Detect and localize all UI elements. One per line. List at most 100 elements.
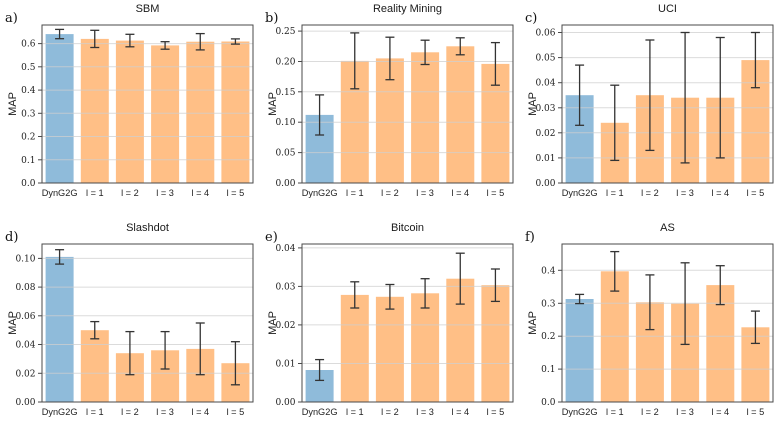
y-tick-label: 0.25: [275, 27, 295, 37]
chart-title: SBM: [135, 3, 160, 15]
x-tick-label: DynG2G: [562, 188, 598, 198]
y-tick-label: 0.04: [275, 244, 295, 254]
x-tick-label: DynG2G: [302, 188, 338, 198]
y-tick-label: 0.00: [535, 179, 555, 189]
x-tick-label: l = 3: [416, 188, 434, 198]
y-tick-label: 0.10: [275, 118, 295, 128]
bar-DynG2G: [45, 256, 74, 402]
x-tick-label: l = 4: [711, 188, 729, 198]
x-tick-label: l = 3: [416, 407, 434, 417]
y-tick-label: 0.01: [535, 154, 555, 164]
y-tick-label: 0.20: [275, 58, 295, 68]
x-tick-label: l = 1: [86, 188, 104, 198]
bar-l=4: [446, 46, 475, 183]
chart-uci: 0.00 0.01 0.02 0.03 0.04 0.05 0.06 DynG2G l = 1 l…: [535, 24, 774, 198]
y-tick-label: 0.4: [541, 266, 556, 276]
bar-l=3: [151, 45, 180, 184]
x-tick-label: l = 1: [606, 407, 624, 417]
x-tick-label: l = 2: [381, 188, 399, 198]
x-tick-label: l = 2: [121, 188, 139, 198]
x-tick-label: l = 1: [346, 407, 364, 417]
bar-l=1: [80, 330, 109, 402]
bar-l=3: [411, 52, 440, 183]
x-tick-label: l = 2: [641, 407, 659, 417]
bar-l=2: [115, 40, 144, 183]
panel-a-sbm: a) SBM MAP 0.0 0.1 0.2 0.3 0.4 0.5 0.6 DynG2G l …: [0, 0, 260, 219]
y-tick-label: 0.0: [541, 398, 556, 408]
y-tick-label: 0.1: [541, 365, 555, 375]
y-tick-label: 0.00: [275, 179, 295, 189]
panel-c-uci: c) UCI MAP 0.00 0.01 0.02 0.03 0.04 0.05 0.06 D…: [520, 0, 781, 219]
bar-l=1: [80, 38, 109, 184]
x-tick-label: l = 5: [747, 188, 765, 198]
y-tick-label: 0.0: [21, 179, 36, 189]
x-tick-label: l = 1: [606, 188, 624, 198]
y-tick-label: 0.2: [541, 332, 555, 342]
bar-l=4: [186, 41, 215, 184]
x-tick-label: DynG2G: [42, 407, 78, 417]
x-tick-label: l = 4: [451, 407, 469, 417]
panel-b-reality-mining: b) Reality Mining MAP 0.00 0.05 0.10 0.15 0.…: [260, 0, 520, 219]
panel-letter: a): [5, 11, 18, 26]
y-tick-label: 0.15: [275, 88, 295, 98]
y-tick-label: 0.00: [275, 398, 295, 408]
bar-DynG2G: [45, 34, 74, 183]
panel-letter: f): [525, 230, 535, 245]
x-tick-label: l = 1: [346, 188, 364, 198]
axes-frame: [561, 24, 774, 184]
bar-l=5: [481, 285, 510, 402]
chart-title: Reality Mining: [372, 3, 443, 15]
y-tick-label: 0.06: [15, 312, 35, 322]
y-tick-label: 0.3: [541, 299, 556, 309]
x-tick-label: l = 2: [121, 407, 139, 417]
x-tick-label: l = 5: [747, 407, 765, 417]
y-tick-label: 0.03: [535, 104, 555, 114]
y-tick-label: 0.3: [21, 109, 36, 119]
axes-frame: [301, 24, 514, 184]
y-tick-label: 0.1: [21, 156, 35, 166]
x-tick-label: DynG2G: [562, 407, 598, 417]
y-tick-label: 0.04: [15, 341, 35, 351]
y-tick-label: 0.2: [21, 133, 35, 143]
x-tick-label: l = 3: [676, 407, 694, 417]
chart-title: UCI: [658, 3, 677, 15]
chart-slashdot: 0.00 0.02 0.04 0.06 0.08 0.10 DynG2G l = 1 l = 2…: [15, 243, 254, 417]
x-tick-label: l = 5: [227, 188, 245, 198]
axes-frame: [561, 243, 774, 403]
bar-l=5: [221, 41, 250, 183]
x-tick-label: l = 4: [451, 188, 469, 198]
x-tick-label: l = 2: [381, 407, 399, 417]
x-tick-label: DynG2G: [42, 188, 78, 198]
x-tick-label: l = 3: [676, 188, 694, 198]
x-tick-label: l = 5: [227, 407, 245, 417]
x-tick-label: l = 5: [487, 407, 505, 417]
y-tick-label: 0.01: [275, 360, 295, 370]
chart-bitcoin: 0.00 0.01 0.02 0.03 0.04 DynG2G l = 1 l = 2 l = …: [275, 243, 514, 417]
panel-letter: c): [525, 11, 538, 26]
panel-e-bitcoin: e) Bitcoin MAP 0.00 0.01 0.02 0.03 0.04 DynG2…: [260, 219, 520, 439]
bar-l=2: [375, 296, 404, 402]
x-tick-label: DynG2G: [302, 407, 338, 417]
axes-frame: [41, 24, 254, 184]
panel-letter: d): [5, 230, 19, 245]
y-tick-label: 0.05: [535, 54, 555, 64]
chart-title: Bitcoin: [390, 222, 425, 234]
y-tick-label: 0.10: [15, 254, 35, 264]
y-tick-label: 0.5: [21, 63, 36, 73]
chart-title: AS: [660, 222, 675, 234]
x-tick-label: l = 1: [86, 407, 104, 417]
x-tick-label: l = 3: [156, 188, 174, 198]
chart-title: Slashdot: [126, 222, 169, 234]
x-tick-label: l = 2: [641, 188, 659, 198]
x-tick-label: l = 4: [191, 407, 209, 417]
y-tick-label: 0.6: [21, 40, 36, 50]
y-tick-label: 0.02: [275, 321, 295, 331]
x-tick-label: l = 4: [711, 407, 729, 417]
y-tick-label: 0.03: [275, 282, 295, 292]
x-tick-label: l = 3: [156, 407, 174, 417]
y-tick-label: 0.00: [15, 398, 35, 408]
chart-reality-mining: 0.00 0.05 0.10 0.15 0.20 0.25 DynG2G l = 1 l = 2…: [275, 24, 514, 198]
x-tick-label: l = 4: [191, 188, 209, 198]
